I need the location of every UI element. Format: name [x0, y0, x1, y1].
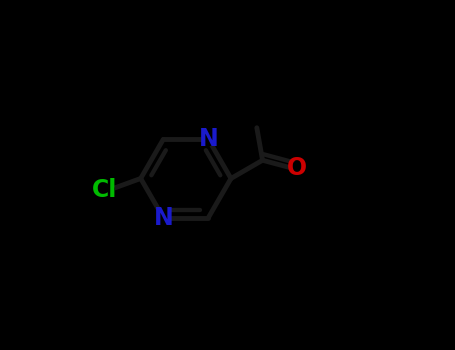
Text: N: N [198, 127, 218, 152]
Text: N: N [153, 205, 173, 230]
Circle shape [291, 162, 303, 175]
Circle shape [157, 211, 170, 224]
Circle shape [95, 181, 114, 200]
Text: Cl: Cl [92, 178, 117, 202]
Text: O: O [287, 156, 307, 180]
Circle shape [202, 133, 215, 146]
